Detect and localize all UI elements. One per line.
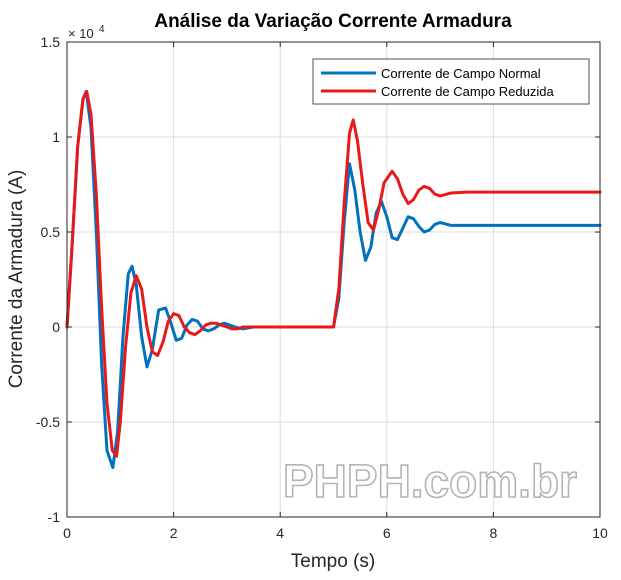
y-tick-label: 1.5 <box>41 34 61 50</box>
watermark: PHPH.com.br <box>283 455 577 507</box>
y-tick-label: 1 <box>52 129 60 145</box>
series-layer <box>65 89 602 470</box>
chart-title: Análise da Variação Corrente Armadura <box>154 11 512 32</box>
plot-area <box>67 42 600 517</box>
x-tick-label: 2 <box>170 525 178 541</box>
plot-frame <box>66 41 601 518</box>
y-multiplier-label: × 10 <box>68 26 94 41</box>
y-axis-label: Corrente da Armadura (A) <box>6 170 27 389</box>
x-axis-label: Tempo (s) <box>291 551 375 572</box>
axis-ticks: 0 2 4 6 8 10 -1 -0.5 0 0.5 1 1.5 <box>36 34 608 541</box>
y-tick-label: 0 <box>52 319 60 335</box>
legend-label: Corrente de Campo Reduzida <box>381 84 554 99</box>
y-tick-label: 0.5 <box>41 224 61 240</box>
y-exponent: × 10 4 <box>68 24 105 41</box>
legend-label: Corrente de Campo Normal <box>381 66 541 81</box>
y-multiplier-exponent: 4 <box>99 24 105 35</box>
x-tick-label: 8 <box>490 525 498 541</box>
series-line-normal <box>65 89 602 470</box>
y-tick-label: -1 <box>48 509 61 525</box>
x-tick-label: 0 <box>63 525 71 541</box>
y-tick-label: -0.5 <box>36 414 60 430</box>
series-line-reduzida <box>65 89 602 458</box>
x-tick-label: 10 <box>592 525 608 541</box>
x-tick-label: 6 <box>383 525 391 541</box>
x-tick-label: 4 <box>276 525 284 541</box>
legend-box <box>312 58 590 105</box>
legend: Corrente de Campo Normal Corrente de Camp… <box>312 58 590 105</box>
